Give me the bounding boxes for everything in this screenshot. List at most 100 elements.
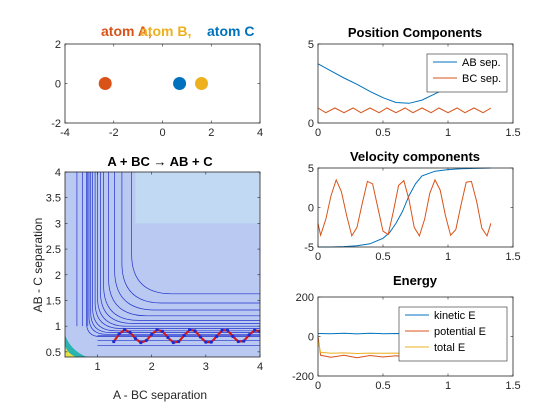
position-series-line — [317, 107, 492, 114]
velocity-title: Velocity components — [350, 149, 480, 164]
energy-xtick-label: 1 — [445, 380, 451, 392]
contour-ytick-label: 2.5 — [46, 244, 61, 256]
contour-line — [103, 172, 260, 321]
energy-legend-entry: kinetic E — [434, 310, 476, 322]
trajectory-point — [177, 339, 181, 344]
trajectory-point — [166, 335, 170, 340]
contour-xtick-label: 1 — [94, 361, 100, 373]
contour-xtick-label: 3 — [203, 361, 209, 373]
contour-title: A + BC → AB + C — [107, 154, 213, 169]
energy-title: Energy — [393, 273, 438, 288]
contour-ytick-label: 4 — [55, 167, 61, 179]
energy-ytick-label: -200 — [292, 371, 314, 383]
contour-line — [94, 172, 260, 329]
energy-xtick-label: 0 — [315, 380, 321, 392]
position-plot: 0 0.5 1 1.5 0 5 AB sep. BC sep. — [308, 39, 521, 139]
contour-ytick-label: 2 — [55, 270, 61, 282]
position-xtick-label: 1 — [445, 127, 451, 139]
energy-ytick-label: 0 — [308, 332, 314, 344]
position-frame — [317, 43, 514, 124]
contour-line — [90, 172, 260, 333]
energy-ytick-label: 200 — [296, 292, 314, 304]
contour-line — [97, 172, 260, 327]
atoms-frame — [64, 43, 261, 124]
velocity-xtick-label: 0.5 — [375, 251, 390, 263]
atoms-title: atom A, atom B, atom C — [101, 23, 254, 39]
contour-xlabel: A - BC separation — [113, 388, 207, 402]
atoms-plot: -4 -2 0 2 4-202 — [51, 39, 263, 139]
trajectory-point — [112, 339, 116, 344]
trajectory-point — [198, 335, 203, 339]
velocity-series-line — [317, 178, 492, 238]
contour-line — [88, 172, 260, 335]
velocity-plot: 0 0.5 1 1.5-505 — [304, 163, 520, 263]
position-xtick-label: 0.5 — [375, 127, 390, 139]
position-ytick-label: 0 — [308, 118, 314, 130]
trajectory-point — [193, 329, 197, 333]
trajectory-point — [215, 334, 219, 339]
atom-a-label: atom A, — [101, 23, 152, 39]
position-legend-entry: AB sep. — [462, 57, 501, 69]
velocity-series-line — [318, 167, 491, 248]
contour-plot: 1 2 3 4 0.5 1 1.5 2 2.5 3 3.5 4 — [46, 167, 263, 373]
position-title: Position Components — [348, 25, 482, 40]
trajectory-line — [112, 328, 260, 344]
position-ytick-label: 5 — [308, 39, 314, 51]
trajectory-point — [236, 339, 240, 344]
contour-repulsive-peak — [65, 346, 76, 357]
contour-line — [131, 172, 260, 295]
contour-ylabel: AB - C separation — [31, 218, 45, 313]
atom-b-marker — [195, 77, 208, 90]
atoms-xtick-label: 4 — [257, 127, 263, 139]
contour-line — [92, 172, 260, 332]
contour-line — [114, 172, 260, 311]
atoms-ytick-label: 2 — [55, 39, 61, 51]
trajectory-point — [122, 328, 127, 332]
velocity-ytick-label: -5 — [304, 242, 314, 254]
trajectory-point — [133, 336, 138, 341]
position-xtick-label: 0 — [315, 127, 321, 139]
trajectory-point — [171, 341, 175, 345]
contour-line — [86, 172, 260, 337]
contour-ytick-label: 0.5 — [46, 347, 61, 359]
energy-xtick-label: 1.5 — [505, 380, 520, 392]
energy-legend — [398, 306, 508, 362]
contour-frame — [64, 171, 261, 358]
trajectory-point — [204, 340, 208, 344]
atoms-ytick-label: -2 — [51, 118, 61, 130]
atoms-xtick-label: -2 — [109, 127, 119, 139]
trajectory-point — [242, 339, 246, 343]
trajectory-point — [160, 329, 165, 333]
velocity-frame — [317, 167, 514, 248]
atom-c-marker — [173, 77, 187, 90]
trajectory-point — [150, 332, 154, 336]
trajectory-point — [182, 333, 186, 338]
contour-repulsive-core — [65, 335, 87, 357]
energy-legend-entry: total E — [434, 342, 465, 354]
trajectory-point — [209, 340, 213, 344]
trajectory-point — [252, 328, 257, 332]
contour-plateau — [135, 172, 260, 224]
contour-lines — [65, 172, 260, 357]
trajectory-point — [225, 328, 230, 332]
contour-line — [108, 172, 260, 317]
atoms-xtick-label: -4 — [60, 127, 70, 139]
atoms-ytick-label: 0 — [55, 79, 61, 91]
trajectory-point — [187, 328, 192, 332]
atoms-xtick-label: 0 — [159, 127, 165, 139]
atom-a-marker — [98, 77, 112, 90]
velocity-xtick-label: 1.5 — [505, 251, 520, 263]
contour-ytick-label: 1.5 — [46, 295, 61, 307]
velocity-xtick-label: 1 — [445, 251, 451, 263]
trajectory-point — [144, 338, 148, 343]
position-legend-entry: BC sep. — [462, 73, 501, 85]
contour-line — [100, 172, 260, 324]
velocity-ytick-label: 5 — [308, 163, 314, 175]
position-series-line — [317, 63, 442, 104]
contour-ytick-label: 3 — [55, 218, 61, 230]
position-xtick-label: 1.5 — [505, 127, 520, 139]
contour-ytick-label: 1 — [55, 321, 61, 333]
position-legend — [426, 53, 508, 93]
energy-legend-entry: potential E — [434, 326, 486, 338]
